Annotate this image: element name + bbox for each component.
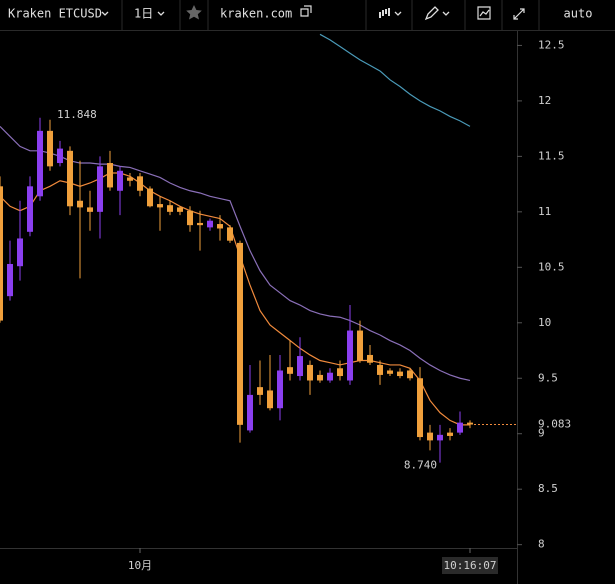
candle-body: [7, 263, 13, 297]
candle-body: [347, 330, 353, 381]
y-tick-label: 8.5: [538, 482, 558, 495]
candle-body: [367, 354, 373, 363]
candle-body: [307, 364, 313, 381]
candle-body: [197, 222, 203, 226]
candle-body: [177, 207, 183, 212]
candle-body: [67, 150, 73, 207]
y-tick-label: 10.5: [538, 260, 565, 273]
candle-body: [137, 176, 143, 191]
candle-body: [157, 204, 163, 208]
candle-body: [447, 432, 453, 436]
scale-mode[interactable]: auto: [564, 7, 593, 21]
candle-body: [87, 207, 93, 212]
candle-body: [337, 368, 343, 377]
candle-body: [0, 186, 3, 321]
candle-body: [17, 238, 23, 267]
y-tick-label: 9.5: [538, 371, 558, 384]
candle-icon[interactable]: [379, 8, 390, 18]
dropdown-icon[interactable]: [394, 11, 402, 16]
candle-body: [327, 372, 333, 381]
fullscreen-icon[interactable]: [513, 8, 525, 20]
plot-area: [0, 33, 473, 463]
candle-body: [117, 170, 123, 191]
candle-body: [37, 130, 43, 197]
source[interactable]: kraken.com: [220, 7, 292, 21]
dropdown-icon[interactable]: [157, 11, 165, 16]
candle-body: [277, 370, 283, 409]
y-tick-label: 9: [538, 427, 545, 440]
candle-body: [257, 387, 263, 395]
moving-average: [0, 172, 470, 426]
candle-body: [27, 186, 33, 232]
y-tick-label: 12: [538, 94, 551, 107]
time-label-bg: [442, 557, 498, 574]
candle-body: [237, 242, 243, 425]
candle-body: [57, 148, 63, 164]
low-label: 8.740: [404, 459, 437, 472]
dropdown-icon[interactable]: [442, 11, 450, 16]
y-tick-label: 8: [538, 538, 545, 551]
candle-body: [377, 364, 383, 375]
candle-body: [397, 371, 403, 377]
candle-body: [97, 166, 103, 212]
candle-body: [267, 390, 273, 409]
x-tick-label: 10月: [128, 559, 152, 572]
candle-body: [297, 356, 303, 377]
y-tick-label: 12.5: [538, 38, 565, 51]
candle-body: [387, 370, 393, 374]
candle-body: [127, 177, 133, 181]
indicator-icon[interactable]: [477, 6, 491, 20]
last-price-label: 9.083: [538, 418, 571, 431]
candle-body: [187, 210, 193, 226]
candle-body: [167, 205, 173, 212]
candle-body: [427, 432, 433, 441]
symbol[interactable]: Kraken ETCUSD: [8, 7, 102, 21]
y-tick-label: 10: [538, 316, 551, 329]
high-label: 11.848: [57, 108, 97, 121]
candle-body: [407, 370, 413, 379]
candle-body: [457, 422, 463, 433]
y-tick-label: 11: [538, 205, 551, 218]
candle-body: [357, 330, 363, 361]
candle-body: [417, 378, 423, 438]
x-tick-label: 10:16:07: [444, 559, 497, 572]
moving-average: [319, 33, 471, 127]
candle-body: [247, 394, 253, 431]
open-icon[interactable]: [300, 5, 312, 17]
star-icon[interactable]: [186, 5, 202, 20]
candle-body: [147, 188, 153, 207]
pencil-icon[interactable]: [424, 6, 439, 21]
candle-body: [227, 227, 233, 241]
candle-body: [207, 220, 213, 228]
interval[interactable]: 1日: [134, 7, 153, 21]
candle-body: [107, 163, 113, 188]
moving-average: [0, 125, 471, 382]
dropdown-icon[interactable]: [101, 11, 109, 16]
candle-body: [217, 224, 223, 229]
candle-body: [317, 374, 323, 381]
candle-body: [77, 200, 83, 208]
candle-body: [467, 422, 473, 425]
candle-body: [437, 434, 443, 441]
candle-body: [287, 367, 293, 374]
candle-body: [47, 130, 53, 167]
toolbar: Kraken ETCUSD 1日 kraken.com auto: [0, 0, 615, 31]
y-tick-label: 11.5: [538, 149, 565, 162]
